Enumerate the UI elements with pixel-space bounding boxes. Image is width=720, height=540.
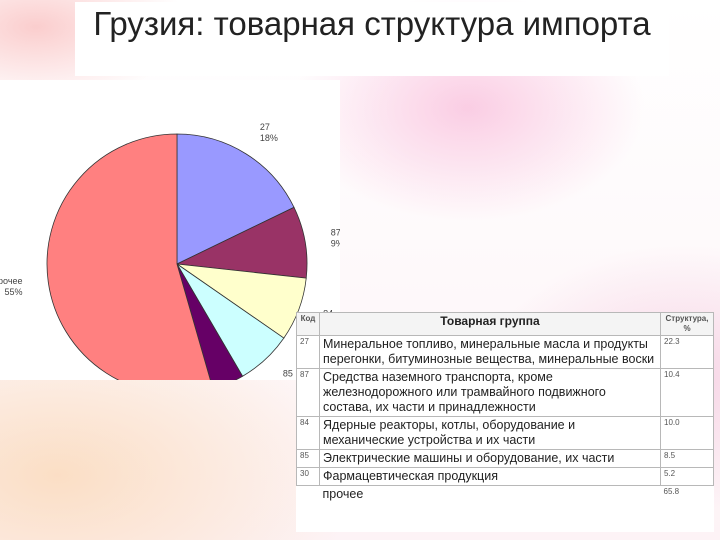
table-row: 87 Средства наземного транспорта, кроме …	[296, 368, 714, 417]
row-code: 30	[296, 467, 320, 486]
slide-title: Грузия: товарная структура импорта	[93, 5, 651, 42]
header-group: Товарная группа	[319, 312, 661, 336]
pie-percent-label-87: 9%	[331, 238, 340, 248]
row-code: 87	[296, 368, 320, 417]
pie-percent-label-27: 18%	[260, 133, 278, 143]
row-share-rest: 65.8	[663, 487, 680, 496]
title-box	[75, 2, 669, 76]
table-row-rest: прочее 65.8	[297, 486, 714, 504]
table-row: 30 Фармацевтическая продукция 5.2	[296, 467, 714, 486]
row-share: 10.0	[660, 416, 714, 450]
import-structure-table: Код Товарная группа Структура, % 27 Мине…	[296, 312, 714, 503]
pie-label-85: 85	[283, 369, 293, 379]
row-group: Фармацевтическая продукция	[319, 467, 661, 486]
pie-slice-30	[176, 263, 244, 380]
pie-slice-27	[176, 133, 295, 265]
row-share: 8.5	[660, 449, 714, 468]
import-structure-table-wrap: Код Товарная группа Структура, % 27 Мине…	[296, 312, 714, 532]
row-group: Минеральное топливо, минеральные масла и…	[319, 335, 661, 369]
row-code-empty	[297, 486, 320, 504]
row-code: 85	[296, 449, 320, 468]
header-share: Структура, %	[660, 312, 714, 336]
row-group-rest: прочее	[322, 487, 364, 501]
table-row: 85 Электрические машины и оборудование, …	[296, 449, 714, 468]
row-share: 5.2	[660, 467, 714, 486]
row-share: 10.4	[660, 368, 714, 417]
table-row: 27 Минеральное топливо, минеральные масл…	[296, 335, 714, 369]
pie-label-прочее: прочее	[0, 276, 23, 286]
table-header-row: Код Товарная группа Структура, %	[296, 312, 714, 336]
row-group: Электрические машины и оборудование, их …	[319, 449, 661, 468]
row-group: Ядерные реакторы, котлы, оборудование и …	[319, 416, 661, 450]
pie-slice-прочее	[46, 133, 211, 380]
table-row: 84 Ядерные реакторы, котлы, оборудование…	[296, 416, 714, 450]
row-code: 27	[296, 335, 320, 369]
pie-label-87: 87	[331, 227, 340, 237]
pie-slices	[46, 133, 308, 380]
pie-percent-label-прочее: 55%	[5, 287, 23, 297]
row-group: Средства наземного транспорта, кроме жел…	[319, 368, 661, 417]
row-code: 84	[296, 416, 320, 450]
row-share: 22.3	[660, 335, 714, 369]
pie-label-27: 27	[260, 122, 270, 132]
header-code: Код	[296, 312, 320, 336]
